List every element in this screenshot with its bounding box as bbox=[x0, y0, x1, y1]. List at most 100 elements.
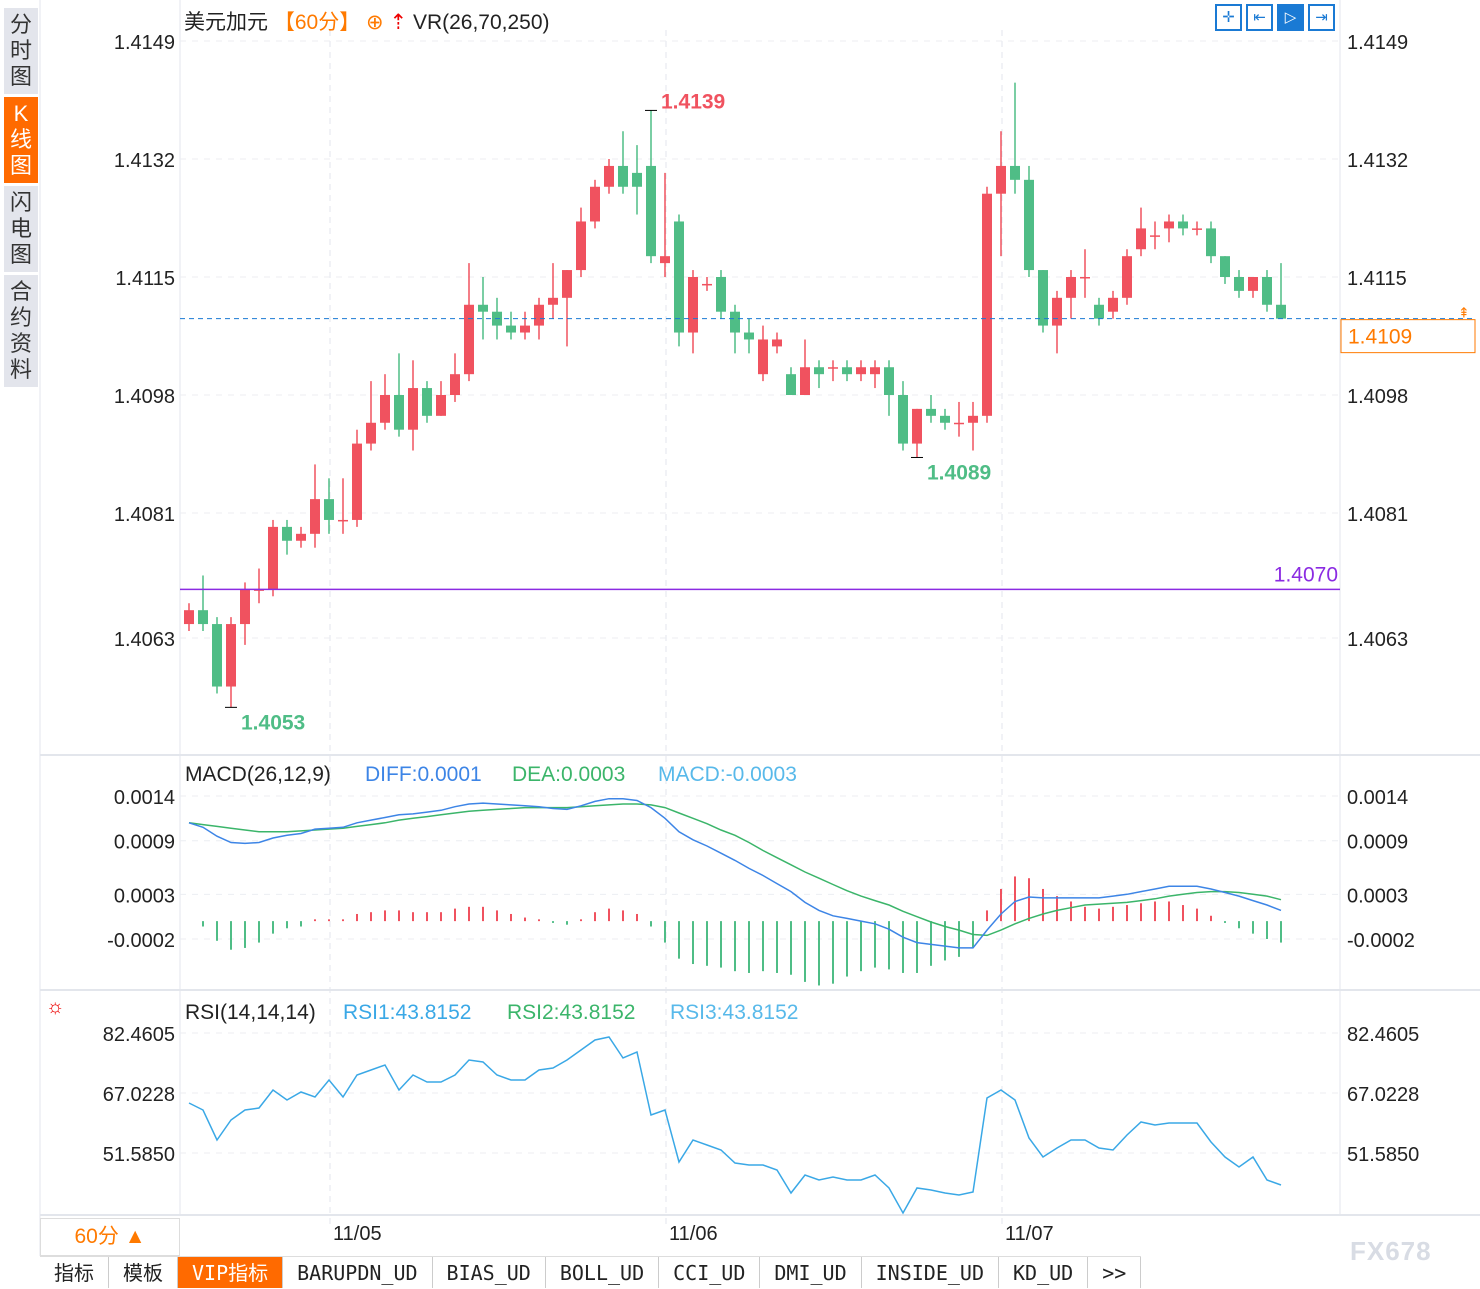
tab-barupdn-ud[interactable]: BARUPDN_UD bbox=[283, 1257, 433, 1288]
candle-body bbox=[1136, 228, 1146, 250]
rsi-legend-0: RSI1:43.8152 bbox=[343, 1001, 471, 1024]
macd-legend-1: DEA:0.0003 bbox=[512, 763, 625, 786]
candle-body bbox=[282, 526, 292, 541]
period-label: 【60分】 bbox=[273, 11, 361, 34]
candle-body bbox=[422, 388, 432, 416]
date-tick-label: 11/07 bbox=[1005, 1223, 1054, 1245]
candle-body bbox=[380, 395, 390, 423]
low2-label: 1.4053 bbox=[241, 711, 305, 734]
candle-body bbox=[1038, 270, 1048, 326]
indicator-tabs: 指标 模板 VIP指标 BARUPDN_UD BIAS_UD BOLL_UD CCI_UD D… bbox=[40, 1256, 1142, 1288]
candle-body bbox=[520, 325, 530, 333]
tab-模板[interactable]: 模板 bbox=[109, 1257, 178, 1288]
tab-bias-ud[interactable]: BIAS_UD bbox=[433, 1257, 546, 1288]
sidebar-item-kline[interactable]: K线图 bbox=[4, 97, 38, 183]
candle-body bbox=[506, 325, 516, 333]
candle-body bbox=[1080, 277, 1090, 279]
candle-body bbox=[1150, 235, 1160, 237]
last-price-label: 1.4109 bbox=[1348, 326, 1412, 349]
candle-body bbox=[982, 193, 992, 416]
tab-指标[interactable]: 指标 bbox=[40, 1257, 109, 1288]
candle-body bbox=[674, 221, 684, 333]
scroll-start-icon[interactable]: ⇤ bbox=[1246, 4, 1273, 31]
candle-body bbox=[744, 332, 754, 340]
tab-inside-ud[interactable]: INSIDE_UD bbox=[862, 1257, 1000, 1288]
candle-body bbox=[786, 374, 796, 396]
rsi-tick-left: 67.0228 bbox=[103, 1084, 175, 1106]
price-tick-right: 1.4063 bbox=[1347, 629, 1408, 651]
rsi-title: RSI(14,14,14) bbox=[185, 1001, 316, 1024]
candle-body bbox=[730, 311, 740, 333]
macd-tick-right: -0.0002 bbox=[1347, 930, 1415, 952]
candle-body bbox=[870, 367, 880, 375]
candle-body bbox=[646, 165, 656, 257]
candle-body bbox=[1220, 256, 1230, 278]
candle-body bbox=[590, 186, 600, 222]
candle-body bbox=[534, 304, 544, 326]
chart-type-sidebar: 分时图 K线图 闪电图 合约资料 bbox=[4, 8, 38, 390]
candle-body bbox=[604, 165, 614, 187]
crosshair-icon[interactable]: ✛ bbox=[1215, 4, 1242, 31]
candle-body bbox=[548, 297, 558, 305]
price-tick-left: 1.4081 bbox=[114, 504, 175, 526]
candle-body bbox=[632, 172, 642, 187]
rsi-tick-left: 82.4605 bbox=[103, 1024, 175, 1046]
candle-body bbox=[1178, 221, 1188, 229]
candle-body bbox=[1024, 179, 1034, 271]
rsi-legend-1: RSI2:43.8152 bbox=[507, 1001, 635, 1024]
sidebar-item-timeshare[interactable]: 分时图 bbox=[4, 8, 38, 94]
candle-body bbox=[1248, 277, 1258, 291]
candle-body bbox=[296, 533, 306, 541]
tab-cci-ud[interactable]: CCI_UD bbox=[659, 1257, 761, 1288]
price-tick-left: 1.4098 bbox=[114, 386, 175, 408]
candle-body bbox=[800, 367, 810, 396]
jump-end-icon[interactable]: ⇥ bbox=[1308, 4, 1335, 31]
candle-body bbox=[1206, 228, 1216, 257]
tab-dmi-ud[interactable]: DMI_UD bbox=[760, 1257, 862, 1288]
candle-body bbox=[1276, 304, 1286, 319]
price-tick-left: 1.4149 bbox=[114, 32, 175, 54]
sidebar-item-flash[interactable]: 闪电图 bbox=[4, 186, 38, 272]
candle-body bbox=[618, 165, 628, 187]
candle-body bbox=[898, 395, 908, 444]
candle-body bbox=[310, 499, 320, 534]
price-tick-left: 1.4115 bbox=[115, 268, 175, 290]
watermark: FX678 bbox=[1350, 1236, 1432, 1266]
last-price-box bbox=[1340, 319, 1476, 354]
scroll-latest-icon[interactable]: ▷ bbox=[1277, 4, 1304, 31]
candle-body bbox=[1094, 304, 1104, 319]
rsi-tick-left: 51.5850 bbox=[103, 1144, 175, 1166]
add-indicator-icon[interactable]: ⊕ bbox=[366, 11, 384, 34]
price-tick-left: 1.4132 bbox=[114, 150, 175, 172]
candle-body bbox=[968, 415, 978, 423]
candle-body bbox=[996, 165, 1006, 194]
sidebar-item-contract-info[interactable]: 合约资料 bbox=[4, 275, 38, 387]
tab--[interactable]: >> bbox=[1088, 1257, 1142, 1288]
candle-body bbox=[702, 283, 712, 286]
rsi-line bbox=[188, 1036, 1282, 1215]
rsi-legend-2: RSI3:43.8152 bbox=[670, 1001, 798, 1024]
candle-body bbox=[436, 395, 446, 416]
period-button[interactable]: 60分 ▲ bbox=[40, 1218, 180, 1256]
indicator-label: VR(26,70,250) bbox=[412, 11, 550, 34]
tab-vip指标[interactable]: VIP指标 bbox=[178, 1257, 284, 1288]
date-tick-label: 11/06 bbox=[669, 1223, 718, 1245]
candle-body bbox=[1052, 297, 1062, 326]
dea-line bbox=[188, 803, 1282, 937]
candle-body bbox=[828, 367, 838, 369]
macd-tick-left: 0.0003 bbox=[114, 885, 175, 907]
tab-kd-ud[interactable]: KD_UD bbox=[999, 1257, 1089, 1288]
arrow-up-icon: ⇡ bbox=[389, 11, 408, 34]
candle-body bbox=[464, 304, 474, 375]
candle-body bbox=[478, 304, 488, 312]
chart-header: 美元加元 【60分】 ⊕ ⇡ VR(26,70,250) bbox=[184, 6, 550, 36]
candle-body bbox=[1122, 256, 1132, 298]
kline-chart[interactable]: 11/05 11/06 11/07 1.4149 1.4149 1.4132 1.4132 1… bbox=[0, 0, 1480, 1256]
rsi-tick-right: 82.4605 bbox=[1347, 1024, 1419, 1046]
candle-body bbox=[450, 374, 460, 396]
candle-body bbox=[660, 256, 670, 264]
candle-body bbox=[688, 277, 698, 333]
tab-boll-ud[interactable]: BOLL_UD bbox=[546, 1257, 660, 1288]
candle-body bbox=[212, 624, 222, 687]
macd-tick-right: 0.0014 bbox=[1347, 787, 1408, 809]
